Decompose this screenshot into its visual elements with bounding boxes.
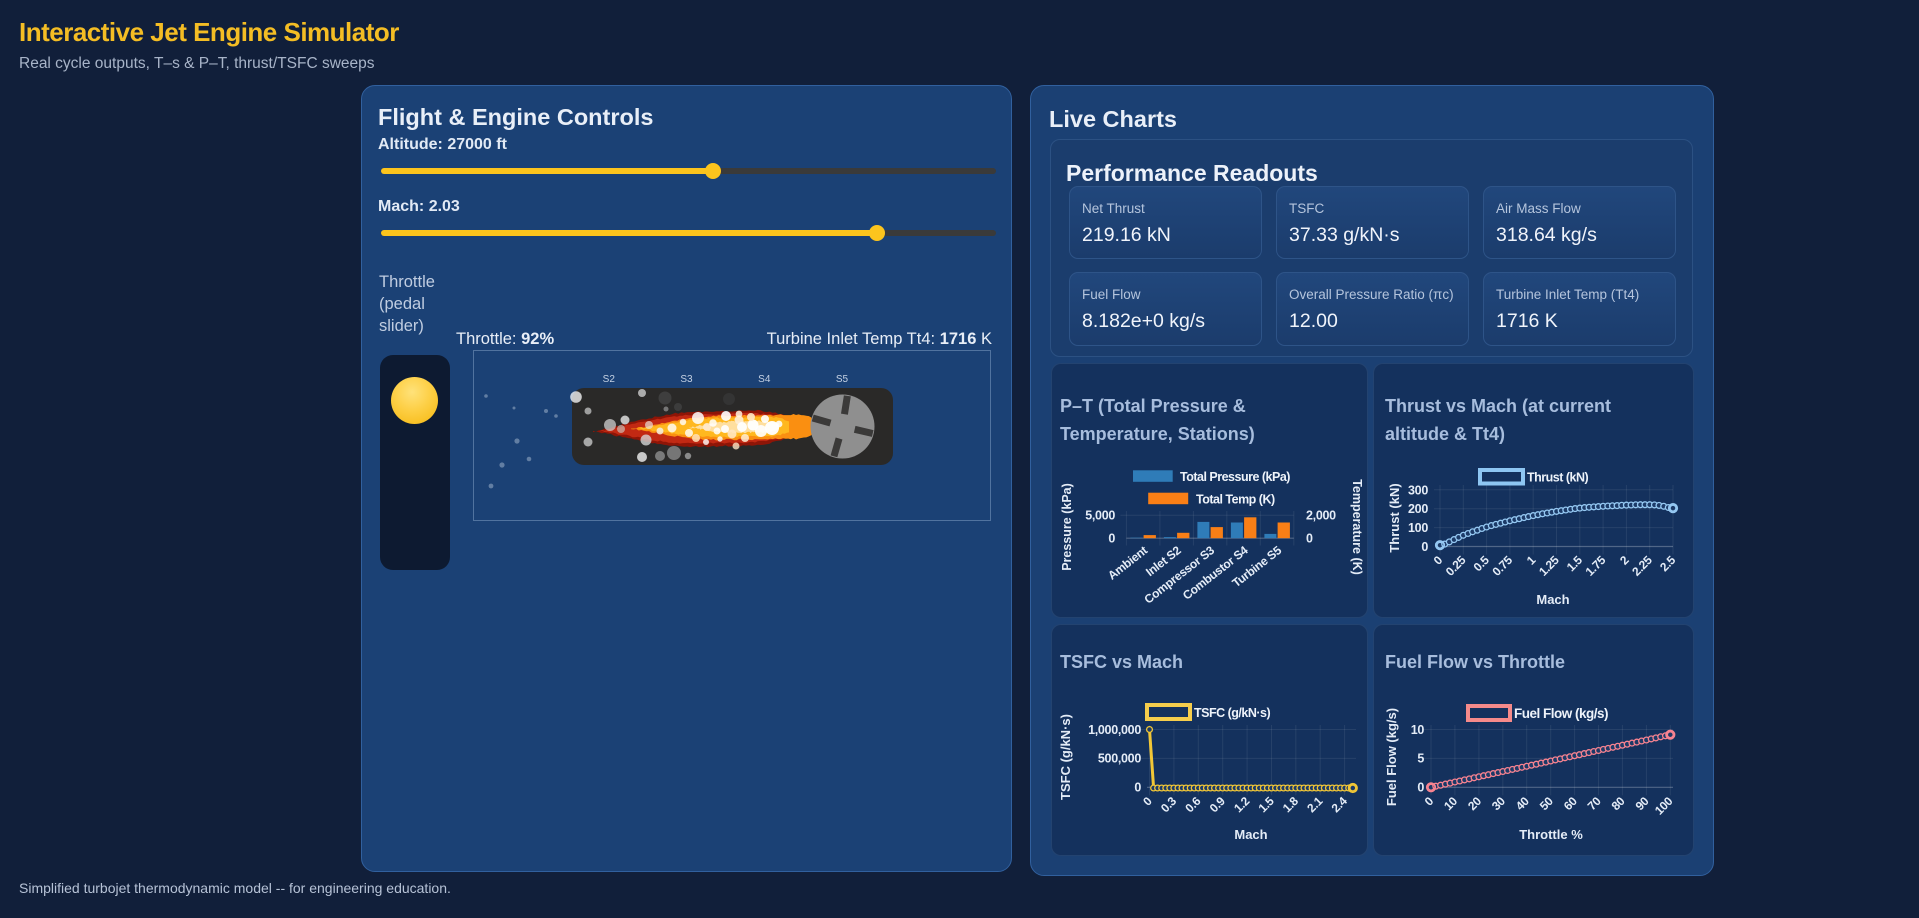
svg-text:S4: S4 (758, 374, 771, 385)
svg-text:Fuel Flow (kg/s): Fuel Flow (kg/s) (1384, 708, 1399, 806)
svg-text:TSFC (g/kN·s): TSFC (g/kN·s) (1058, 714, 1073, 800)
svg-text:60: 60 (1561, 794, 1580, 813)
svg-text:200: 200 (1408, 502, 1428, 516)
svg-text:1: 1 (1524, 553, 1539, 568)
svg-text:1.5: 1.5 (1256, 794, 1278, 816)
svg-text:2: 2 (1617, 553, 1632, 568)
svg-text:Mach: Mach (1234, 827, 1267, 842)
svg-text:10: 10 (1411, 723, 1425, 737)
svg-text:TSFC (g/kN·s): TSFC (g/kN·s) (1194, 706, 1270, 720)
svg-text:0: 0 (1108, 532, 1115, 546)
svg-text:5: 5 (1417, 752, 1424, 766)
svg-text:500,000: 500,000 (1098, 752, 1141, 766)
svg-text:1.8: 1.8 (1280, 794, 1302, 816)
svg-text:0: 0 (1134, 781, 1141, 795)
svg-text:100: 100 (1652, 794, 1676, 818)
svg-text:S5: S5 (836, 374, 849, 385)
svg-text:Fuel Flow (kg/s): Fuel Flow (kg/s) (1514, 706, 1608, 721)
svg-text:0.5: 0.5 (1471, 553, 1493, 575)
svg-text:Throttle %: Throttle % (1519, 827, 1583, 842)
svg-text:0.9: 0.9 (1207, 794, 1229, 816)
svg-text:10: 10 (1441, 794, 1460, 813)
svg-text:0: 0 (1417, 781, 1424, 795)
svg-text:1.2: 1.2 (1231, 794, 1253, 816)
svg-text:0: 0 (1306, 532, 1313, 546)
svg-text:0: 0 (1422, 794, 1437, 809)
svg-text:0: 0 (1421, 540, 1428, 554)
svg-text:40: 40 (1513, 794, 1532, 813)
svg-text:Thrust (kN): Thrust (kN) (1527, 471, 1589, 485)
svg-text:90: 90 (1633, 794, 1652, 813)
svg-text:2.4: 2.4 (1329, 794, 1351, 816)
svg-text:Temperature (K): Temperature (K) (1350, 479, 1364, 575)
svg-text:300: 300 (1408, 483, 1428, 497)
svg-text:30: 30 (1489, 794, 1508, 813)
svg-text:5,000: 5,000 (1085, 509, 1115, 523)
svg-text:Mach: Mach (1536, 592, 1569, 607)
svg-text:1.75: 1.75 (1583, 553, 1609, 579)
svg-text:Total Pressure (kPa): Total Pressure (kPa) (1180, 470, 1290, 484)
svg-text:0: 0 (1431, 553, 1446, 568)
svg-text:70: 70 (1585, 794, 1604, 813)
svg-text:50: 50 (1537, 794, 1556, 813)
svg-text:0.25: 0.25 (1443, 553, 1469, 579)
svg-text:2,000: 2,000 (1306, 509, 1336, 523)
svg-text:0.3: 0.3 (1158, 794, 1180, 816)
svg-text:100: 100 (1408, 521, 1428, 535)
svg-text:1.25: 1.25 (1536, 553, 1562, 579)
svg-text:1.5: 1.5 (1564, 553, 1586, 575)
svg-text:Pressure (kPa): Pressure (kPa) (1060, 483, 1074, 571)
svg-text:1,000,000: 1,000,000 (1088, 723, 1141, 737)
svg-text:Ambient: Ambient (1105, 543, 1150, 582)
svg-text:2.25: 2.25 (1629, 553, 1655, 579)
svg-text:0: 0 (1140, 794, 1155, 809)
svg-text:2.1: 2.1 (1304, 794, 1326, 816)
svg-text:2.5: 2.5 (1657, 553, 1679, 575)
svg-text:20: 20 (1465, 794, 1484, 813)
svg-text:0.6: 0.6 (1182, 794, 1204, 816)
svg-text:Thrust (kN): Thrust (kN) (1387, 483, 1402, 552)
svg-text:S2: S2 (603, 374, 616, 385)
svg-text:0.75: 0.75 (1489, 553, 1515, 579)
svg-text:S3: S3 (680, 374, 693, 385)
svg-text:Total Temp (K): Total Temp (K) (1196, 493, 1275, 507)
svg-text:80: 80 (1609, 794, 1628, 813)
